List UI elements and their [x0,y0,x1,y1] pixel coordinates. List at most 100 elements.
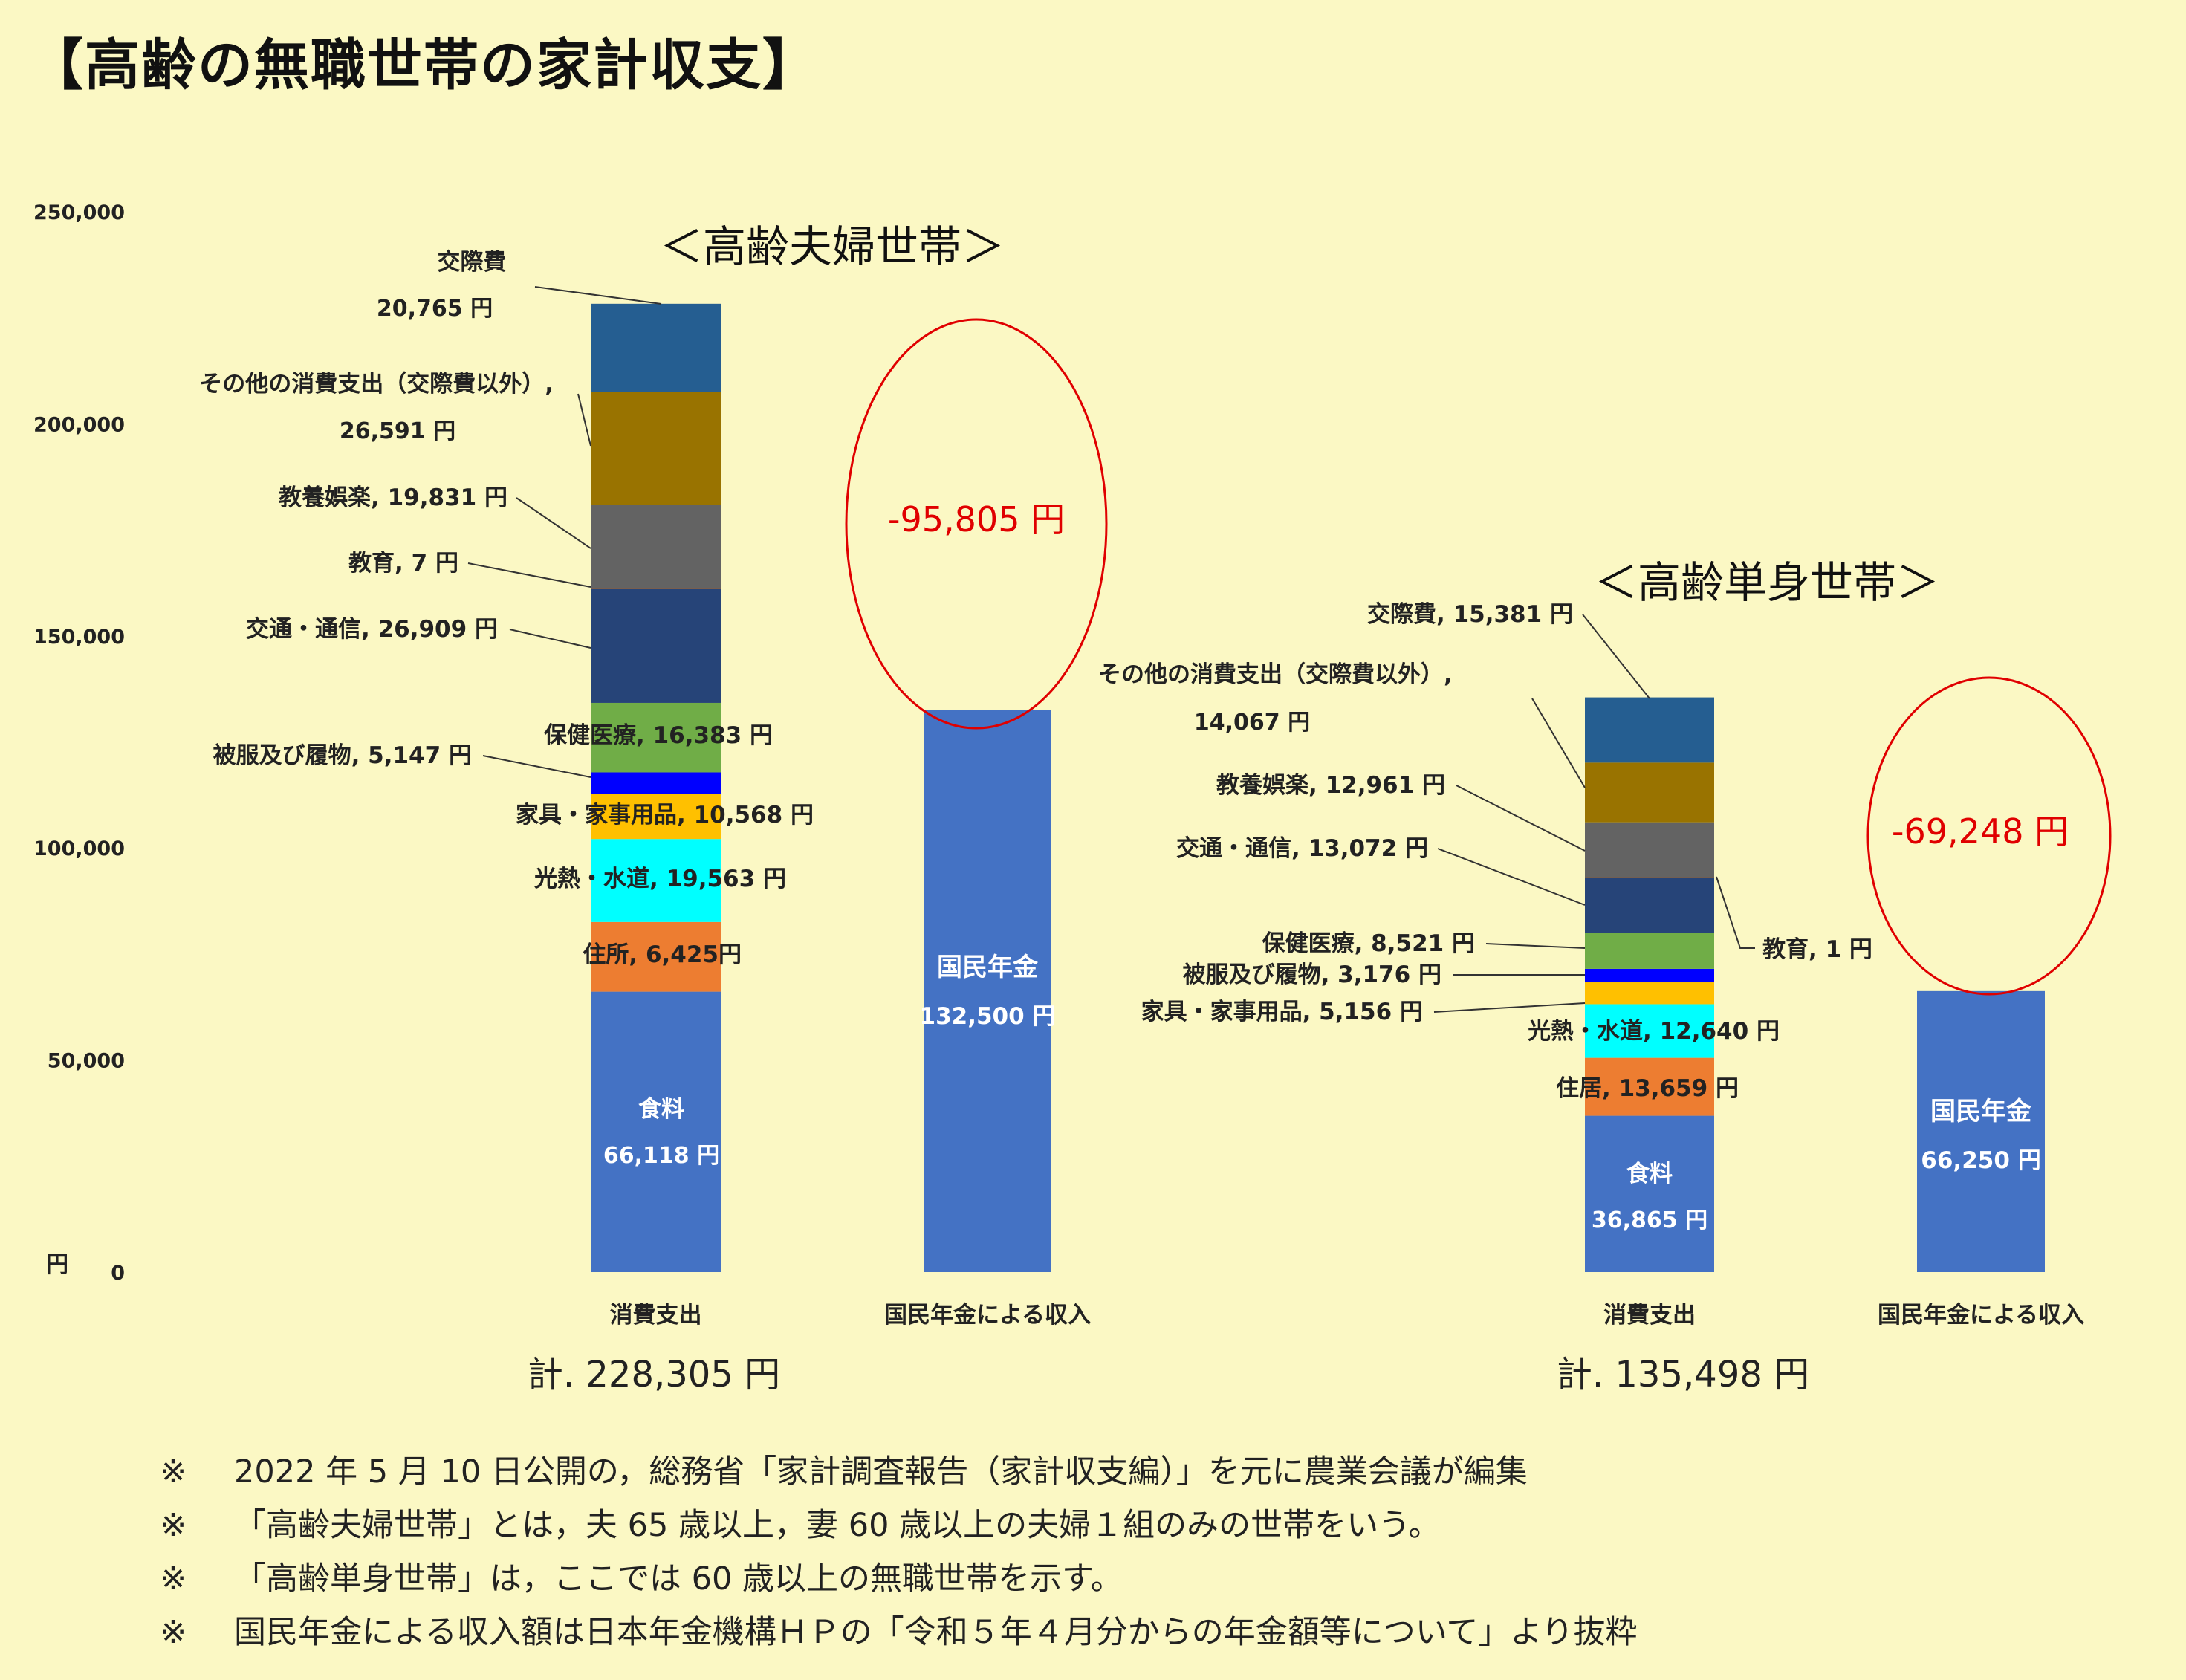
x-category-label: 国民年金による収入 [1878,1302,2084,1329]
segment-label: 住居, 13,659 円 [1556,1075,1739,1102]
bar-segment [1585,933,1714,969]
segment-label: 被服及び履物, 5,147 円 [213,742,472,769]
bar-segment [1585,982,1714,1005]
bar-segment [1585,968,1714,983]
footnote: ※ 2022 年 5 月 10 日公開の，総務省「家計調査報告（家計収支編）」を… [160,1445,1638,1499]
segment-label: 被服及び履物, 3,176 円 [1183,961,1441,988]
page-title: 【高齢の無職世帯の家計収支】 [28,33,819,97]
income-bar [1917,990,2045,1272]
leader-line [1485,943,1586,949]
x-category-label: 消費支出 [1603,1302,1696,1329]
bar-segment [591,303,721,392]
y-tick-label: 150,000 [33,626,125,649]
bar-segment [591,702,721,773]
segment-label: 家具・家事用品, 5,156 円 [1141,999,1423,1025]
x-category-label: 消費支出 [610,1302,702,1329]
bar-segment [1585,697,1714,763]
bar-segment [591,505,721,589]
deficit-ellipse [845,318,1108,730]
footnote-text: 「高齢単身世帯」は，ここでは 60 歳以上の無職世帯を示す。 [234,1560,1123,1598]
x-category-label: 国民年金による収入 [884,1302,1091,1329]
bar-segment [1585,1057,1714,1116]
segment-value-label: 20,765 円 [377,296,493,322]
footnote-text: 2022 年 5 月 10 日公開の，総務省「家計調査報告（家計収支編）」を元に… [234,1453,1528,1491]
bar-segment [591,588,721,589]
segment-label: 教育, 1 円 [1762,936,1872,963]
bar-segment [1585,1004,1714,1058]
segment-label: 交際費, 15,381 円 [1367,601,1573,628]
leader-line [1437,848,1586,906]
bar-segment [591,921,721,992]
segment-label: 交通・通信, 13,072 円 [1176,835,1428,862]
footnote-mark: ※ [160,1453,187,1491]
segment-label: その他の消費支出（交際費以外）, [1098,661,1453,688]
total-label: 計. 228,305 円 [528,1354,780,1395]
footnote-mark: ※ [160,1614,187,1651]
leader-line [467,562,591,588]
segment-value-label: 36,865 円 [1592,1207,1707,1233]
bar-segment [1585,822,1714,878]
footnote-text: 「高齢夫婦世帯」とは，夫 65 歳以上，妻 60 歳以上の夫婦１組のみの世帯をい… [234,1507,1441,1544]
y-tick-label: 0 [111,1262,125,1285]
segment-label: 保健医療, 8,521 円 [1262,930,1475,957]
bar-segment [591,991,721,1272]
footnote-text: 国民年金による収入額は日本年金機構ＨＰの「令和５年４月分からの年金額等について」… [234,1614,1638,1651]
segment-value-label: 66,118 円 [603,1143,719,1169]
bar-segment [1585,877,1714,933]
y-tick-label: 50,000 [48,1050,125,1073]
segment-label: 教育, 7 円 [348,550,458,577]
y-tick-label: 200,000 [33,413,125,436]
segment-label: 光熱・水道, 12,640 円 [1528,1018,1780,1045]
segment-label: 光熱・水道, 19,563 円 [534,866,786,892]
segment-label: 家具・家事用品, 10,568 円 [516,802,814,828]
segment-label: 食料 [1626,1161,1673,1187]
footnote: ※ 「高齢単身世帯」は，ここでは 60 歳以上の無職世帯を示す。 [160,1552,1638,1606]
leader-line [1582,614,1650,699]
leader-line [534,286,662,305]
deficit-ellipse [1866,676,2112,996]
y-tick-label: 100,000 [33,837,125,860]
total-label: 計. 135,498 円 [1557,1354,1809,1395]
leader-line [482,755,591,778]
leader-line [1531,698,1586,788]
leader-line [1716,876,1755,949]
income-bar-value: 132,500 円 [920,1003,1056,1030]
footnote-mark: ※ [160,1507,187,1544]
footnotes: ※ 2022 年 5 月 10 日公開の，総務省「家計調査報告（家計収支編）」を… [160,1445,1638,1659]
group-title: ＜高齢夫婦世帯＞ [660,221,1005,272]
bar-segment [591,772,721,794]
bar-segment [591,839,721,922]
segment-label: 交通・通信, 26,909 円 [246,616,498,643]
leader-line [509,629,591,649]
segment-label: 保健医療, 16,383 円 [544,722,773,749]
segment-label: その他の消費支出（交際費以外）, [199,371,554,398]
segment-value-label: 14,067 円 [1194,710,1310,736]
segment-label: 食料 [638,1096,684,1123]
segment-label: 教養娯楽, 12,961 円 [1216,772,1445,799]
deficit-label: -69,248 円 [1892,811,2069,852]
footnote: ※ 「高齢夫婦世帯」とは，夫 65 歳以上，妻 60 歳以上の夫婦１組のみの世帯… [160,1499,1638,1552]
bar-segment [591,794,721,840]
income-bar-label: 国民年金 [937,953,1039,982]
footnote: ※ 国民年金による収入額は日本年金機構ＨＰの「令和５年４月分からの年金額等につい… [160,1606,1638,1659]
footnote-mark: ※ [160,1560,187,1598]
segment-value-label: 26,591 円 [340,418,455,444]
y-tick-label: 250,000 [33,201,125,224]
income-bar-value: 66,250 円 [1921,1147,2040,1174]
bar-segment [1585,1115,1714,1272]
bar-segment [591,588,721,703]
group-title: ＜高齢単身世帯＞ [1595,557,1939,608]
chart: 0 50,000 100,000 150,000 200,000 250,000 円 ＜高齢夫… [33,201,2112,1395]
y-axis-unit-label: 円 [46,1252,68,1278]
bar-segment [591,392,721,505]
segment-label: 教養娯楽, 19,831 円 [279,484,507,511]
leader-line [1456,785,1586,852]
bar-segment [1585,762,1714,823]
income-bar [924,710,1051,1272]
leader-line [516,497,591,549]
segment-label: 交際費 [438,249,507,276]
income-bar-label: 国民年金 [1930,1097,2032,1126]
segment-label: 住所, 6,425円 [583,941,742,968]
leader-line [577,393,591,447]
leader-line [1433,1002,1586,1013]
